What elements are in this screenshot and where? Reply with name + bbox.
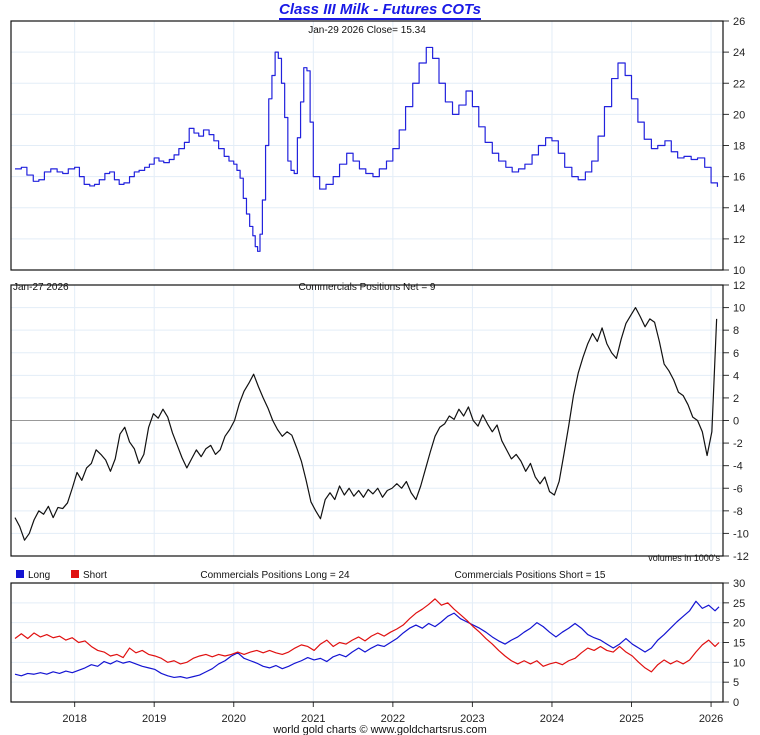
y-axis-tick-label: 25	[733, 598, 745, 610]
x-axis-tick-label: 2021	[301, 713, 325, 725]
y-axis-tick-label: -4	[733, 461, 743, 473]
series-line-short	[14, 598, 720, 673]
series-line-long	[14, 600, 720, 679]
panel-frame	[10, 284, 724, 557]
series-line-class-iii-milk-price-close-	[14, 46, 719, 252]
net-title: Commercials Positions Net = 9	[299, 282, 436, 293]
y-axis-tick-label: 18	[733, 141, 745, 153]
y-axis-tick-label: 15	[733, 638, 745, 650]
y-axis-tick-label: 10	[733, 303, 745, 315]
series-line-commercials-net	[14, 306, 718, 541]
net-date-label: Jan-27 2026	[13, 282, 69, 293]
legend-label-short: Short	[83, 570, 107, 581]
legend-swatch-long	[16, 570, 24, 578]
x-axis-tick-label: 2019	[142, 713, 166, 725]
short-title: Commercials Positions Short = 15	[455, 570, 606, 581]
y-axis-tick-label: 12	[733, 280, 745, 292]
y-axis-tick-label: 22	[733, 78, 745, 90]
y-axis-tick-label: 20	[733, 109, 745, 121]
long-title: Commercials Positions Long = 24	[200, 570, 350, 581]
y-axis-tick-label: 5	[733, 677, 739, 689]
y-axis-tick-label: 2	[733, 393, 739, 405]
y-axis-tick-label: -2	[733, 438, 743, 450]
y-axis-tick-label: -8	[733, 506, 743, 518]
y-axis-tick-label: 12	[733, 234, 745, 246]
y-axis-tick-label: 14	[733, 203, 745, 215]
panel-frame	[10, 20, 724, 271]
legend-swatch-short	[71, 570, 79, 578]
page-title: Class III Milk - Futures COTs	[0, 1, 760, 20]
y-axis-tick-label: 4	[733, 370, 739, 382]
footer-credit: world gold charts © www.goldchartsrus.co…	[272, 724, 487, 735]
y-axis-tick-label: 26	[733, 16, 745, 28]
legend-label-long: Long	[28, 570, 50, 581]
y-axis-tick-label: 6	[733, 348, 739, 360]
y-axis-tick-label: -12	[733, 551, 749, 563]
x-axis-tick-label: 2024	[540, 713, 564, 725]
x-axis-tick-label: 2026	[699, 713, 723, 725]
x-axis-tick-label: 2022	[381, 713, 405, 725]
y-axis-tick-label: 8	[733, 325, 739, 337]
y-axis-tick-label: 10	[733, 265, 745, 277]
y-axis-tick-label: 30	[733, 578, 745, 590]
y-axis-tick-label: 10	[733, 657, 745, 669]
y-axis-tick-label: 0	[733, 416, 739, 428]
panel-frame	[10, 582, 724, 703]
x-axis-tick-label: 2018	[62, 713, 86, 725]
x-axis-tick-label: 2020	[222, 713, 246, 725]
x-axis-tick-label: 2025	[619, 713, 643, 725]
page-title-text: Class III Milk - Futures COTs	[279, 1, 481, 20]
volumes-note: volumes in 1000's	[648, 553, 720, 563]
y-axis-tick-label: 20	[733, 618, 745, 630]
y-axis-tick-label: 0	[733, 697, 739, 709]
price-subtitle: Jan-29 2026 Close= 15.34	[308, 25, 426, 36]
y-axis-tick-label: -10	[733, 528, 749, 540]
x-axis-tick-label: 2023	[460, 713, 484, 725]
y-axis-tick-label: 16	[733, 172, 745, 184]
y-axis-tick-label: 24	[733, 47, 745, 59]
y-axis-tick-label: -6	[733, 483, 743, 495]
